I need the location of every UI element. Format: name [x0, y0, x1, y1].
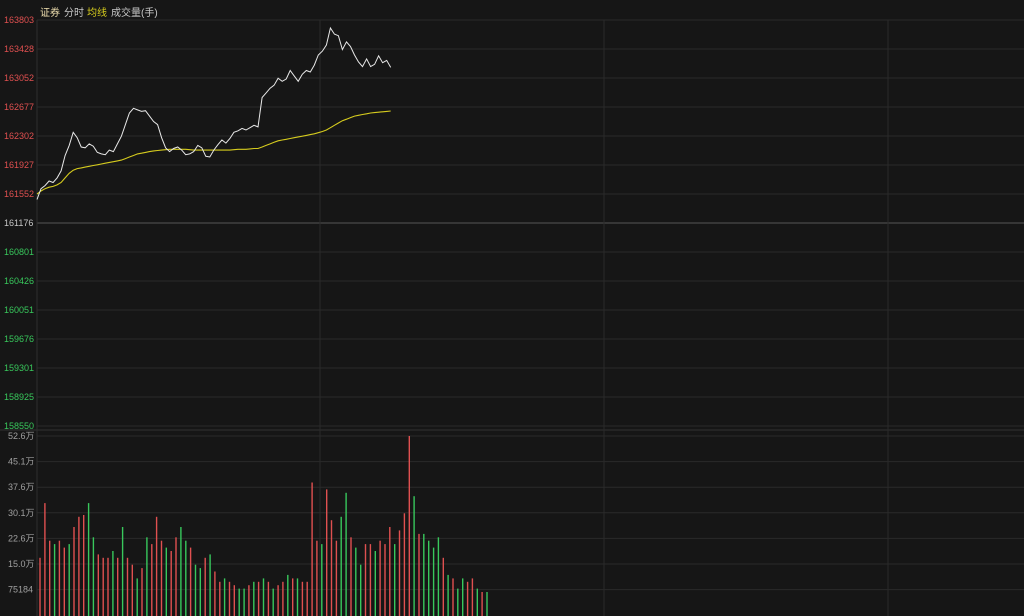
price-axis: 163803 163428 163052 162677 162302 161927 1615… — [4, 15, 34, 431]
volume-tick-label: 22.6万 — [8, 533, 35, 543]
volume-tick-label: 45.1万 — [8, 457, 35, 467]
chart-grid — [0, 19, 1024, 616]
timeshare-mode-label[interactable]: 分时 — [64, 8, 84, 19]
volume-tick-label: 30.1万 — [8, 508, 35, 518]
price-tick-label: 163052 — [4, 73, 34, 83]
volume-tick-label: 52.6万 — [8, 431, 35, 441]
volume-tick-label: 15.0万 — [8, 559, 35, 569]
price-tick-label: 161176 — [4, 218, 33, 228]
price-tick-label: 159676 — [4, 334, 34, 344]
price-tick-label: 163803 — [4, 15, 34, 25]
price-tick-label: 162677 — [4, 102, 34, 112]
volume-tick-label: 75184 — [8, 585, 33, 595]
price-tick-label: 160426 — [4, 276, 34, 286]
volume-bars — [39, 436, 488, 616]
average-price-line — [36, 110, 391, 195]
price-tick-label: 160801 — [4, 247, 34, 257]
chart-header: 证券 分时 均线 成交量(手) — [0, 0, 1024, 19]
volume-tick-label: 37.6万 — [8, 482, 35, 492]
average-line-legend: 均线 — [87, 8, 107, 19]
price-tick-label: 161927 — [4, 160, 34, 170]
price-tick-label: 162302 — [4, 131, 34, 141]
price-line — [36, 26, 392, 200]
price-tick-label: 161552 — [4, 189, 34, 199]
volume-legend: 成交量(手) — [111, 8, 158, 19]
price-tick-label: 160051 — [4, 305, 34, 315]
price-tick-label: 163428 — [4, 44, 34, 54]
volume-axis: 52.6万 45.1万 37.6万 30.1万 22.6万 15.0万 75184 — [8, 431, 35, 595]
price-tick-label: 158550 — [4, 421, 34, 431]
security-name-label: 证券 — [40, 8, 60, 19]
price-tick-label: 158925 — [4, 392, 34, 402]
price-tick-label: 159301 — [4, 363, 34, 373]
